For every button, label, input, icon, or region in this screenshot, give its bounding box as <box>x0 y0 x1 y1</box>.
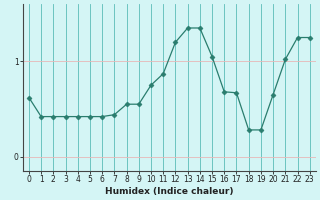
X-axis label: Humidex (Indice chaleur): Humidex (Indice chaleur) <box>105 187 234 196</box>
